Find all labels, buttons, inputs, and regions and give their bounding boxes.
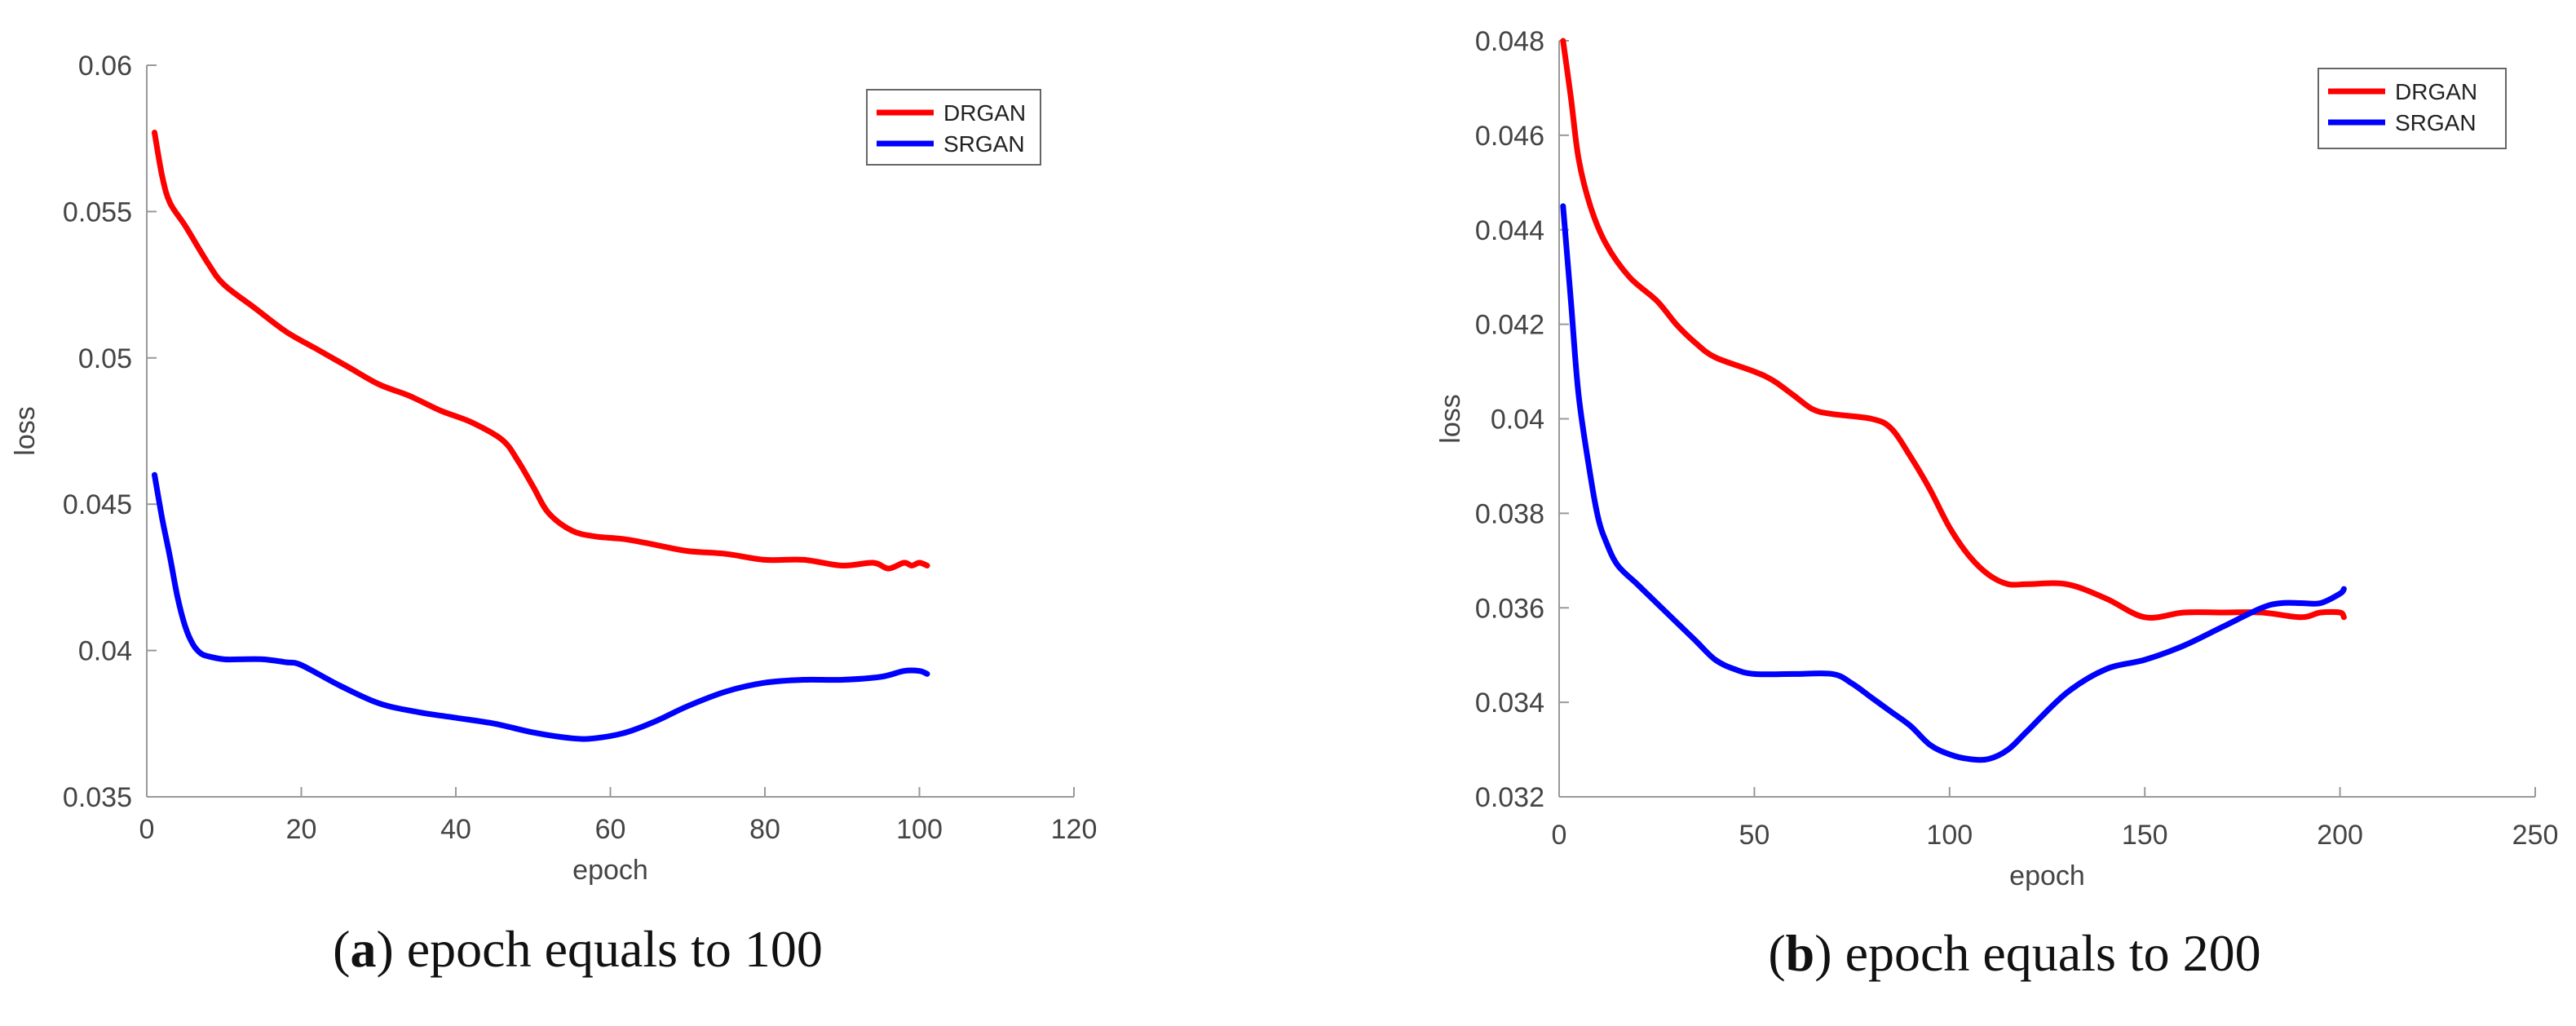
caption-open-a: ( [333, 920, 350, 978]
y-tick-label-b: 0.036 [1475, 593, 1544, 624]
series-line-drgan-a [152, 130, 930, 572]
x-tick-label-b: 150 [2122, 820, 2168, 851]
y-tick-label-b: 0.034 [1475, 688, 1544, 719]
legend-label-drgan-b: DRGAN [2395, 79, 2477, 104]
y-tick-label-b: 0.042 [1475, 310, 1544, 341]
y-tick-label-a: 0.06 [78, 51, 132, 82]
x-tick-label-a: 80 [749, 814, 780, 845]
legend-label-srgan-a: SRGAN [943, 131, 1025, 157]
series-line-srgan-b [1560, 203, 2347, 763]
y-tick-label-b: 0.046 [1475, 121, 1544, 152]
caption-letter-b: b [1786, 924, 1815, 982]
x-tick-label-a: 120 [1051, 814, 1098, 845]
x-tick-label-b: 50 [1739, 820, 1770, 851]
caption-letter-a: a [350, 920, 376, 978]
y-tick-label-b: 0.044 [1475, 215, 1544, 246]
chart-panel-a: 0.035 0.04 0.045 0.05 0.055 0.06 0 20 40 60 80 100 1… [0, 0, 1142, 1022]
series-line-drgan-b [1560, 38, 2347, 621]
caption-a: (a) epoch equals to 100 [333, 920, 823, 978]
y-tick-label-a: 0.055 [63, 197, 132, 228]
y-tick-label-a: 0.04 [78, 636, 132, 667]
x-tick-label-a: 20 [286, 814, 317, 845]
x-tick-label-a: 40 [440, 814, 471, 845]
x-tick-label-b: 250 [2512, 820, 2559, 851]
legend-label-srgan-b: SRGAN [2395, 110, 2477, 135]
y-tick-label-b: 0.04 [1491, 405, 1544, 436]
chart-a-svg: 0.035 0.04 0.045 0.05 0.055 0.06 0 20 40 60 80 100 1… [10, 51, 1098, 978]
x-tick-label-a: 0 [139, 814, 155, 845]
y-axis-label-b: loss [1435, 394, 1466, 443]
y-tick-label-a: 0.05 [78, 343, 132, 374]
y-tick-label-a: 0.045 [63, 489, 132, 520]
x-tick-label-b: 0 [1552, 820, 1567, 851]
y-tick-label-b: 0.032 [1475, 782, 1544, 813]
x-axis-label-b: epoch [2009, 860, 2085, 891]
caption-rest-a: ) epoch equals to 100 [376, 920, 822, 978]
x-axis-label-a: epoch [572, 855, 648, 886]
caption-rest-b: ) epoch equals to 200 [1814, 924, 2260, 982]
caption-open-b: ( [1768, 924, 1785, 982]
caption-b: (b) epoch equals to 200 [1768, 924, 2260, 982]
x-tick-label-a: 60 [595, 814, 626, 845]
y-tick-label-b: 0.048 [1475, 26, 1544, 57]
x-tick-label-b: 200 [2317, 820, 2363, 851]
x-tick-label-b: 100 [1926, 820, 1973, 851]
x-tick-label-a: 100 [896, 814, 943, 845]
legend-box-a [866, 89, 1041, 166]
y-tick-label-a: 0.035 [63, 782, 132, 813]
y-axis-label-a: loss [10, 406, 41, 455]
legend-label-drgan-a: DRGAN [943, 100, 1026, 126]
y-tick-label-b: 0.038 [1475, 498, 1544, 529]
chart-b-svg: 0.032 0.034 0.036 0.038 0.04 0.042 0.044 0.046 0… [1435, 26, 2559, 982]
series-line-srgan-a [152, 471, 930, 742]
legend-box-b [2318, 68, 2507, 149]
chart-panel-b: 0.032 0.034 0.036 0.038 0.04 0.042 0.044 0.046 0… [1386, 0, 2576, 1022]
